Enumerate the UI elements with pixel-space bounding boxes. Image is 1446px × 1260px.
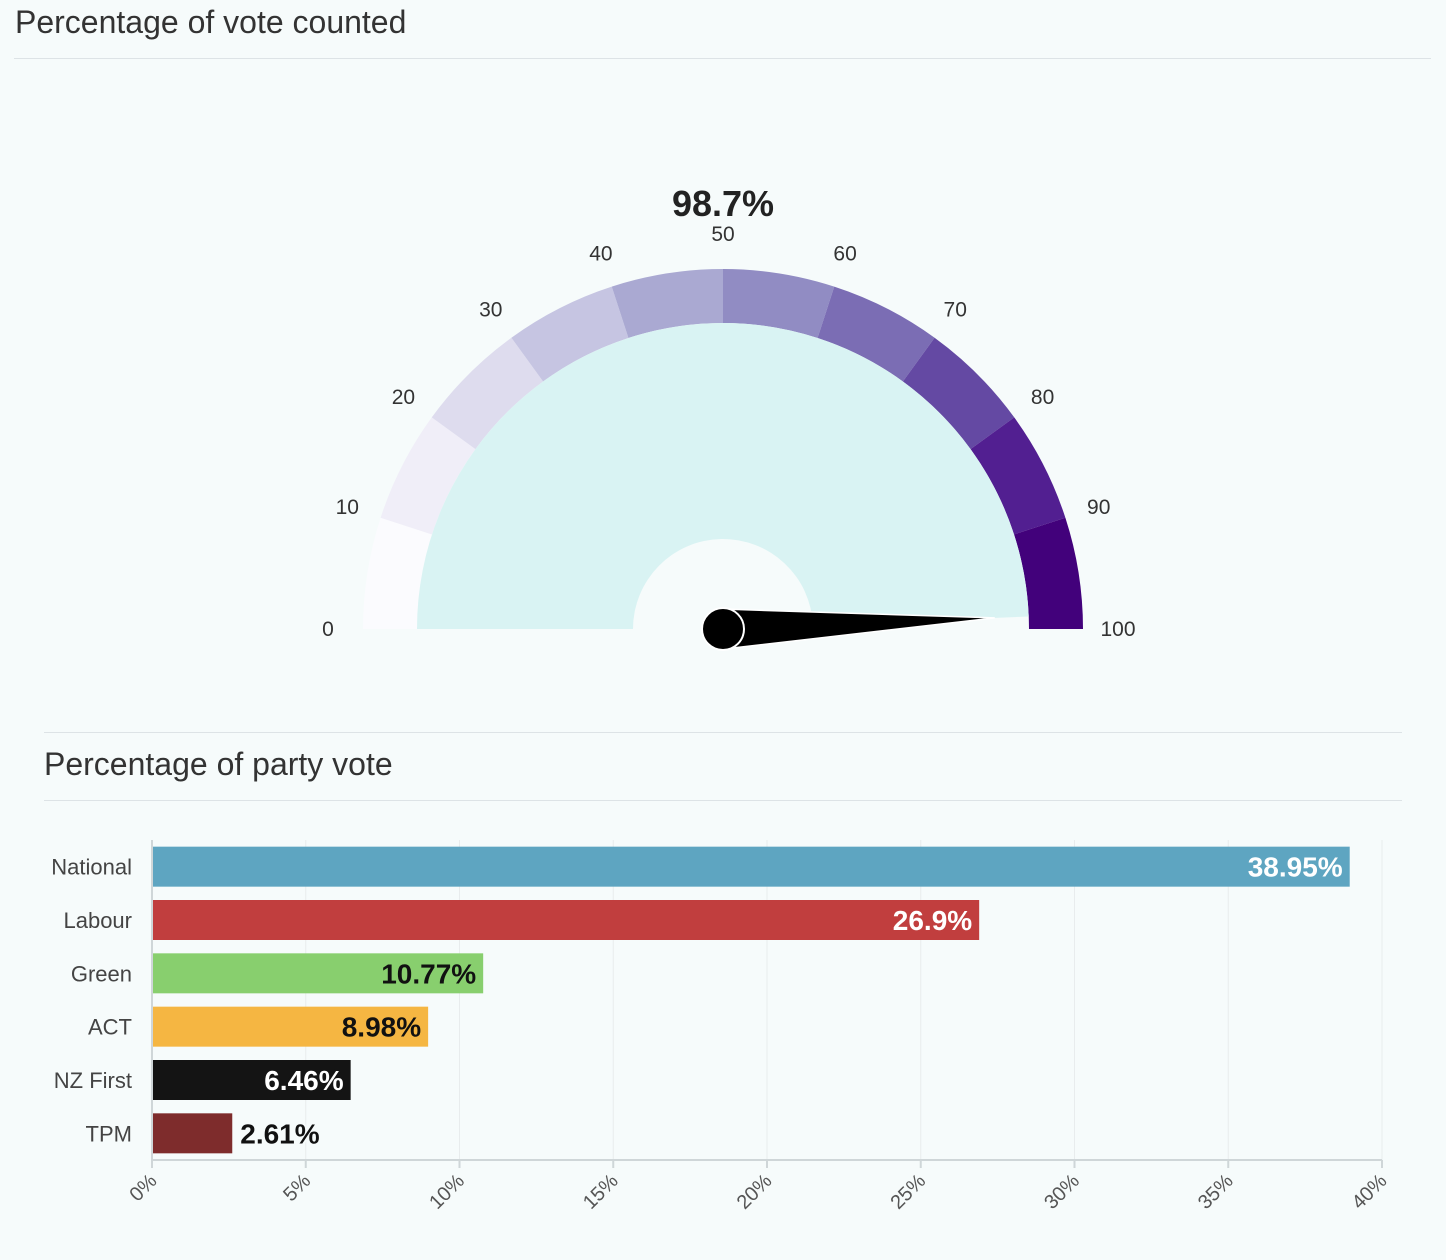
- gauge-band-10: [1014, 517, 1083, 629]
- category-label: Labour: [63, 908, 132, 933]
- x-tick-label: 20%: [733, 1170, 777, 1214]
- bar-title: Percentage of party vote: [44, 746, 393, 782]
- gauge-tick-label: 20: [392, 386, 415, 409]
- gauge-tick-label: 10: [336, 496, 359, 519]
- x-tick-label: 40%: [1348, 1170, 1392, 1214]
- gauge-band-9: [970, 417, 1066, 535]
- gauge-band-5: [611, 269, 723, 338]
- bar-labour[interactable]: [152, 900, 980, 940]
- bar-nz-first[interactable]: [152, 1060, 351, 1100]
- gauge-band-4: [511, 286, 629, 382]
- category-label: Green: [71, 961, 132, 986]
- x-tick-label: 0%: [126, 1170, 162, 1206]
- bar-title-divider: [44, 800, 1402, 801]
- category-label: TPM: [86, 1121, 132, 1146]
- gauge-tick-label: 80: [1031, 386, 1054, 409]
- value-label: 6.46%: [264, 1065, 343, 1096]
- x-tick-label: 5%: [279, 1170, 315, 1206]
- gauge-tick-label: 50: [711, 223, 734, 246]
- gauge-fill: [417, 323, 1029, 629]
- gauge-band-7: [817, 286, 935, 382]
- gauge-band-6: [723, 269, 835, 338]
- gauge-tick-label: 40: [589, 242, 612, 265]
- vote-counted-gauge: 0 10 20 30 40 50 60 70 80 90 100 98.7%: [322, 183, 1136, 651]
- x-tick-label: 30%: [1040, 1170, 1084, 1214]
- gauge-title: Percentage of vote counted: [15, 4, 407, 40]
- x-tick-label: 35%: [1194, 1170, 1238, 1214]
- bar-national[interactable]: [152, 846, 1350, 887]
- gauge-band-3: [431, 337, 544, 450]
- gauge-tick-label: 30: [479, 298, 502, 321]
- section-divider: [44, 732, 1402, 733]
- gauge-needle-hub: [701, 607, 745, 651]
- gauge-band-1: [363, 517, 432, 629]
- value-label: 8.98%: [342, 1012, 421, 1043]
- gauge-needle: [701, 607, 995, 651]
- gauge-band-2: [380, 417, 476, 535]
- category-label: NZ First: [54, 1068, 132, 1093]
- gauge-tick-label: 60: [833, 242, 856, 265]
- value-label: 26.9%: [893, 905, 972, 936]
- category-label: National: [51, 855, 132, 880]
- gauge-tick-label: 90: [1087, 496, 1110, 519]
- x-tick-label: 10%: [425, 1170, 469, 1214]
- bar-green[interactable]: [152, 953, 484, 994]
- x-tick-label: 15%: [579, 1170, 623, 1214]
- x-tick-label: 25%: [886, 1170, 930, 1214]
- gauge-tick-label: 100: [1100, 618, 1135, 641]
- gauge-tick-label: 0: [322, 618, 334, 641]
- gauge-value-label: 98.7%: [672, 183, 774, 224]
- gauge-tick-label: 70: [944, 298, 967, 321]
- bar-act[interactable]: [152, 1006, 429, 1047]
- gauge-title-divider: [14, 58, 1431, 59]
- value-label: 2.61%: [240, 1118, 319, 1149]
- value-label: 10.77%: [381, 958, 476, 989]
- gauge-band-8: [902, 337, 1015, 450]
- value-label: 38.95%: [1248, 852, 1343, 883]
- category-label: ACT: [88, 1015, 132, 1040]
- bar-tpm[interactable]: [152, 1113, 233, 1154]
